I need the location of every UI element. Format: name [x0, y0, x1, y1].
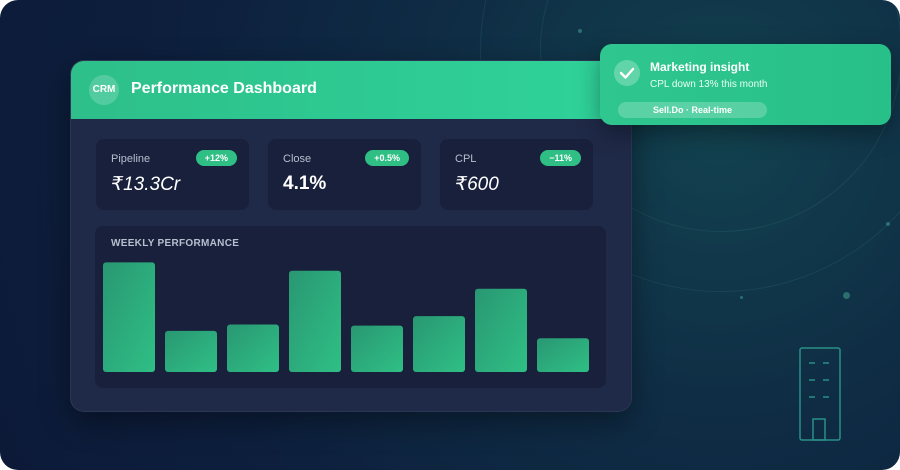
logo: CRM — [89, 75, 119, 105]
kpi-change: +12% — [195, 150, 237, 166]
chart — [103, 262, 589, 372]
card-header: CRM Performance Dashboard — [71, 61, 631, 119]
decor-dot — [843, 292, 850, 299]
kpi-card: CPL ₹600 −11% — [440, 139, 593, 210]
kpi-label: Pipeline — [111, 153, 151, 165]
kpi-value: ₹600 — [455, 174, 499, 195]
bar — [227, 324, 279, 372]
kpi-card: Pipeline ₹13.3Cr +12% — [96, 139, 249, 210]
kpi-label: Close — [283, 153, 312, 165]
dashboard-card: CRM Performance Dashboard Pipeline ₹13.3… — [70, 60, 632, 412]
notification-tag: Sell.Do · Real-time — [618, 102, 767, 118]
kpi-card: Close 4.1% +0.5% — [268, 139, 421, 210]
notification-message: CPL down 13% this month — [650, 79, 768, 90]
decor-dot — [740, 296, 743, 299]
dashboard-title: Performance Dashboard — [131, 80, 317, 97]
chart-panel: WEEKLY PERFORMANCE — [95, 226, 606, 388]
notification: Marketing insight CPL down 13% this mont… — [600, 44, 891, 125]
bar — [475, 288, 527, 372]
decor-dot — [886, 222, 890, 226]
decor-dot — [578, 29, 582, 33]
bar — [165, 330, 217, 372]
kpi-change: −11% — [540, 150, 581, 166]
bar — [103, 262, 155, 372]
notification-title: Marketing insight — [650, 60, 750, 74]
bar — [537, 338, 589, 372]
chart-title: WEEKLY PERFORMANCE — [111, 238, 240, 249]
bar — [413, 316, 465, 372]
kpi-value: ₹13.3Cr — [111, 174, 181, 195]
bar — [289, 270, 341, 372]
kpi-label: CPL — [455, 153, 477, 165]
building-icon — [799, 347, 841, 441]
kpi-value: 4.1% — [283, 173, 327, 194]
kpi-change: +0.5% — [365, 150, 409, 166]
bar — [351, 325, 403, 372]
check-icon — [614, 60, 640, 86]
